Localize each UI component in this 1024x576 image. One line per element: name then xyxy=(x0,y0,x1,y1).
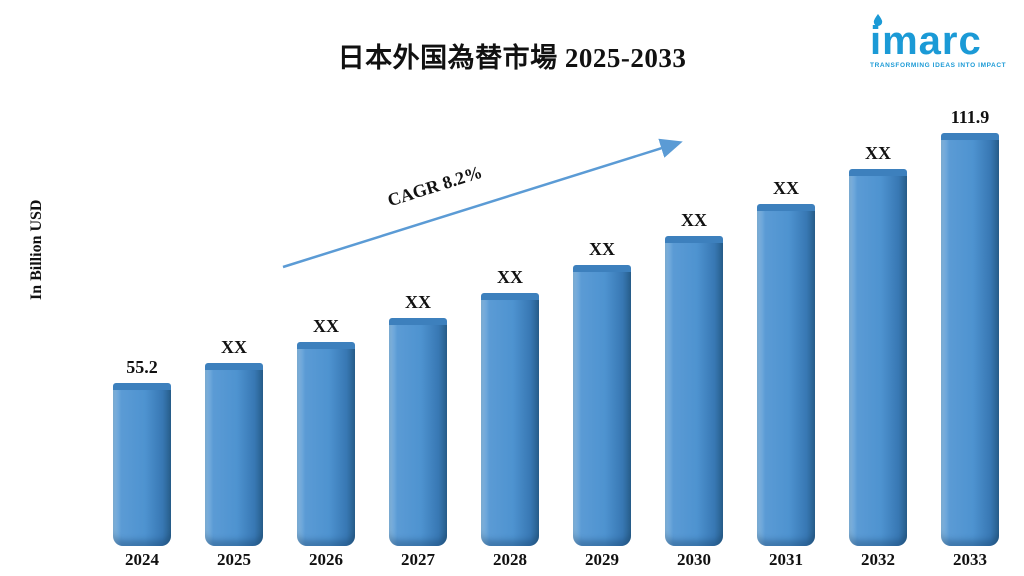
x-tick-label: 2028 xyxy=(493,550,527,569)
bar-column: XX 2031 xyxy=(740,72,832,572)
imarc-logo: imarc TRANSFORMING IDEAS INTO IMPACT xyxy=(870,14,1010,69)
bar xyxy=(757,204,815,546)
bar-value-label: XX xyxy=(221,337,247,357)
bar-value-label: XX xyxy=(589,239,615,259)
bar xyxy=(113,383,171,546)
x-tick-label: 2029 xyxy=(585,550,619,569)
plot-area: 55.2 2024 XX 2025 XX 2026 XX 2027 XX 2028 XX 2029 XX… xyxy=(96,72,1016,572)
bar-column: XX 2032 xyxy=(832,72,924,572)
bar-value-label: 55.2 xyxy=(126,357,158,377)
bar-column: XX 2029 xyxy=(556,72,648,572)
x-tick-label: 2032 xyxy=(861,550,895,569)
bar-value-label: XX xyxy=(497,267,523,287)
bar xyxy=(297,342,355,546)
x-tick-label: 2031 xyxy=(769,550,803,569)
bar-value-label: XX xyxy=(405,292,431,312)
bar-value-label: XX xyxy=(865,143,891,163)
x-tick-label: 2027 xyxy=(401,550,435,569)
bar-column: 55.2 2024 xyxy=(96,72,188,572)
bar-value-label: 111.9 xyxy=(950,107,990,127)
bar-column: XX 2028 xyxy=(464,72,556,572)
bar xyxy=(481,293,539,546)
bar xyxy=(941,133,999,546)
bar-column: XX 2030 xyxy=(648,72,740,572)
x-tick-label: 2024 xyxy=(125,550,159,569)
bar-column: 111.9 2033 xyxy=(924,72,1016,572)
logo-tagline: TRANSFORMING IDEAS INTO IMPACT xyxy=(870,62,1007,69)
chart-title: 日本外国為替市場 2025-2033 xyxy=(337,43,687,73)
bar-value-label: XX xyxy=(681,210,707,230)
x-tick-label: 2030 xyxy=(677,550,711,569)
logo-droplet-icon xyxy=(873,14,883,26)
y-axis-label: In Billion USD xyxy=(28,199,45,300)
x-tick-label: 2026 xyxy=(309,550,343,569)
x-tick-label: 2025 xyxy=(217,550,251,569)
bar-column: XX 2025 xyxy=(188,72,280,572)
logo-wordmark: imarc xyxy=(870,19,982,63)
bar xyxy=(849,169,907,546)
bar xyxy=(205,363,263,546)
bar-column: XX 2027 xyxy=(372,72,464,572)
bar-column: XX 2026 xyxy=(280,72,372,572)
bar xyxy=(665,236,723,546)
bar-value-label: XX xyxy=(313,316,339,336)
bar xyxy=(389,318,447,546)
bar-value-label: XX xyxy=(773,178,799,198)
bar xyxy=(573,265,631,546)
x-tick-label: 2033 xyxy=(953,550,987,569)
